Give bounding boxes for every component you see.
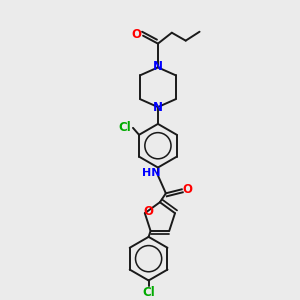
Text: Cl: Cl bbox=[142, 286, 155, 299]
Text: Cl: Cl bbox=[119, 122, 131, 134]
Text: O: O bbox=[183, 183, 193, 196]
Text: N: N bbox=[153, 100, 163, 114]
Text: N: N bbox=[153, 60, 163, 73]
Text: HN: HN bbox=[142, 169, 160, 178]
Text: O: O bbox=[144, 205, 154, 218]
Text: O: O bbox=[131, 28, 141, 41]
